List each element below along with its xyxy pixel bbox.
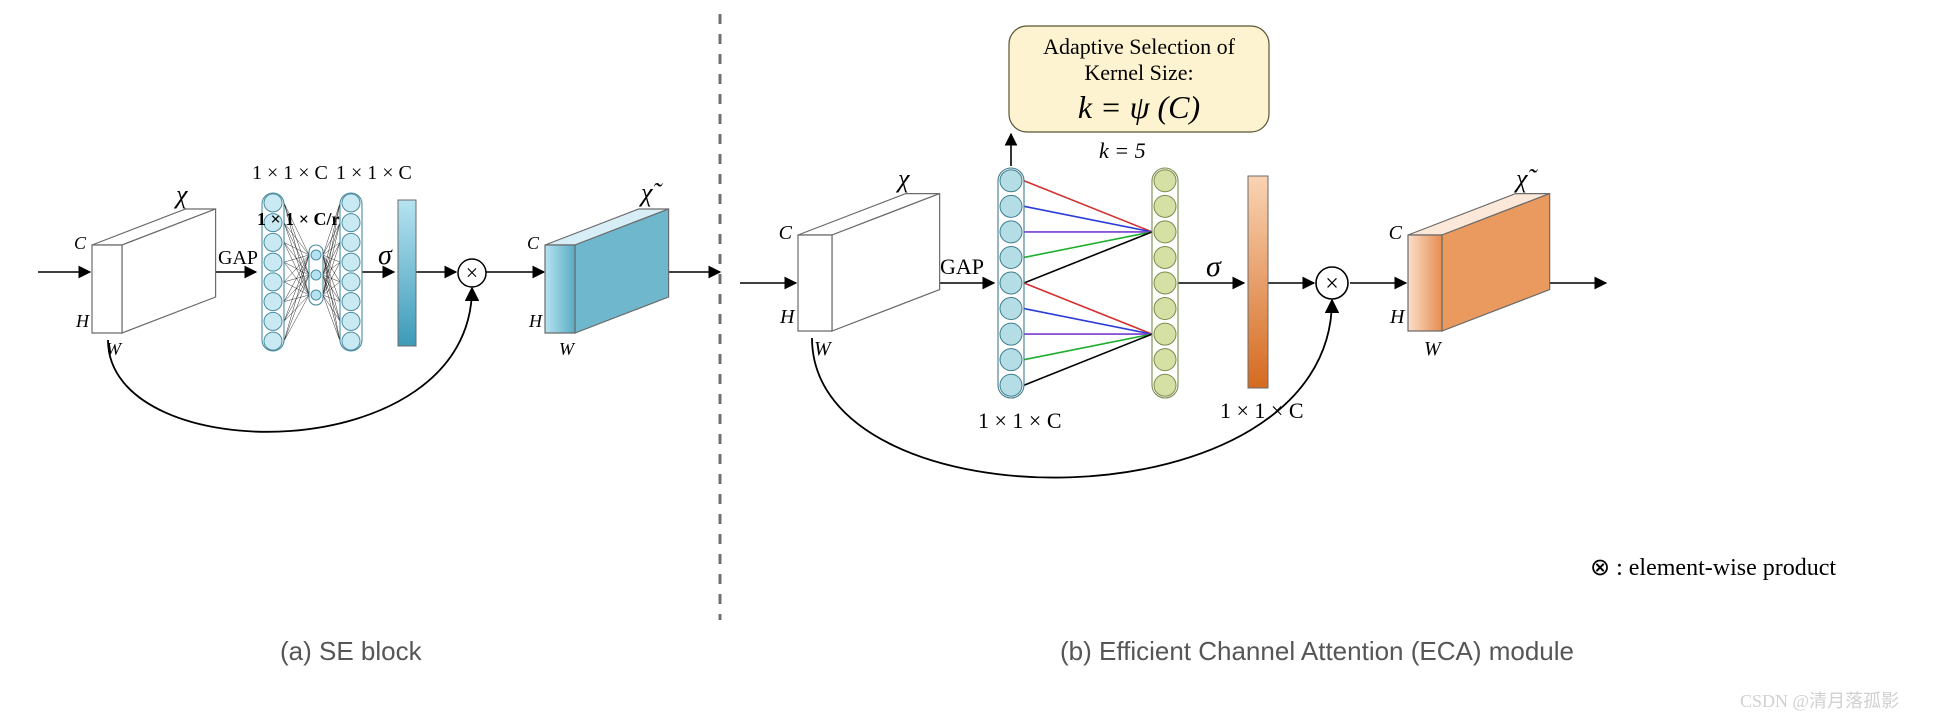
- svg-text:H: H: [75, 311, 90, 331]
- svg-text:1 × 1 × C: 1 × 1 × C: [1220, 398, 1304, 423]
- svg-text:W: W: [814, 338, 833, 360]
- eca-module: CHWχGAPAdaptive Selection ofKernel Size:…: [740, 26, 1606, 478]
- svg-text:k = 5: k = 5: [1099, 138, 1146, 163]
- eca-gap-vector: [998, 168, 1024, 398]
- svg-text:k = ψ (C): k = ψ (C): [1078, 89, 1200, 125]
- svg-text:σ: σ: [378, 240, 393, 271]
- svg-text:χ̃: χ̃: [638, 178, 663, 207]
- svg-text:Adaptive Selection of: Adaptive Selection of: [1043, 34, 1236, 59]
- eca-conv-vector: [1152, 168, 1178, 398]
- legend: ⊗ : element-wise product: [1590, 555, 1836, 581]
- svg-text:×: ×: [1325, 271, 1339, 297]
- caption-left: (a) SE block: [280, 636, 423, 666]
- svg-text:GAP: GAP: [218, 247, 258, 269]
- eca-output-cuboid: [1408, 194, 1550, 331]
- svg-text:C: C: [527, 233, 540, 253]
- svg-text:C: C: [74, 233, 87, 253]
- svg-text:GAP: GAP: [940, 254, 984, 279]
- svg-text:W: W: [1424, 338, 1443, 360]
- se-bottleneck-vector: [309, 245, 323, 305]
- svg-text:C: C: [1389, 222, 1403, 244]
- eca-attention-bar: [1248, 176, 1268, 388]
- svg-text:1 × 1 × C: 1 × 1 × C: [978, 408, 1062, 433]
- watermark: CSDN @清月落孤影: [1740, 691, 1899, 711]
- caption-right: (b) Efficient Channel Attention (ECA) mo…: [1060, 636, 1574, 666]
- svg-text:χ: χ: [895, 164, 910, 193]
- svg-text:H: H: [1389, 306, 1406, 328]
- svg-text:χ̃: χ̃: [1513, 164, 1538, 193]
- svg-text:×: ×: [466, 260, 478, 285]
- svg-text:W: W: [559, 339, 576, 359]
- se-input-cuboid: [92, 209, 216, 333]
- svg-text:1 × 1 × C: 1 × 1 × C: [336, 162, 412, 184]
- se-excitation-bar: [398, 200, 416, 346]
- svg-text:C: C: [779, 222, 793, 244]
- svg-text:Kernel Size:: Kernel Size:: [1084, 60, 1193, 85]
- se-output-cuboid: [545, 209, 669, 333]
- svg-text:1 × 1 × C: 1 × 1 × C: [252, 162, 328, 184]
- svg-text:χ: χ: [173, 180, 188, 209]
- svg-text:σ: σ: [1206, 250, 1222, 283]
- se-squeeze-vector-right: [340, 193, 362, 351]
- eca-fan-connections: [1024, 181, 1152, 385]
- eca-input-cuboid: [798, 194, 940, 331]
- svg-text:H: H: [779, 306, 796, 328]
- se-block: CHWχGAP1 × 1 × C1 × 1 × C1 × 1 × C/rσ×CH…: [38, 162, 720, 432]
- svg-text:H: H: [528, 311, 543, 331]
- svg-text:1 × 1 × C/r: 1 × 1 × C/r: [257, 209, 340, 229]
